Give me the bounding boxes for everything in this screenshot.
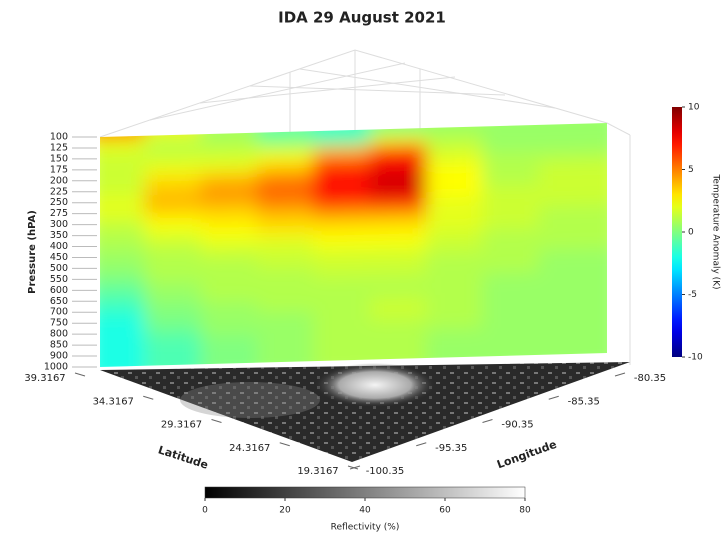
reflectivity-colorbar [205,487,525,498]
colorbar-tick-label: 0 [688,228,694,238]
latitude-tick-label: 39.3167 [24,373,65,384]
z-tick-label: 150 [50,153,68,164]
z-tick-label: 275 [50,208,68,219]
z-tick-label: 200 [50,175,68,186]
latitude-tick-label: 29.3167 [161,420,202,431]
longitude-tick [615,373,625,376]
z-tick-label: 800 [50,329,68,340]
z-tick-label: 350 [50,230,68,241]
z-tick-label: 550 [50,274,68,285]
curtain [88,105,619,385]
z-tick-label: 450 [50,252,68,263]
z-tick-label: 900 [50,351,68,362]
z-tick-label: 175 [50,164,68,175]
longitude-title: Longitude [495,438,558,472]
z-tick-label: 225 [50,186,68,197]
colorbar-title: Temperature Anomaly (K) [711,173,721,289]
z-tick-label: 650 [50,296,68,307]
reflectivity-tick-label: 20 [279,506,291,516]
longitude-tick-label: -80.35 [634,373,666,384]
z-axis-title: Pressure (hPA) [27,210,38,294]
z-tick-label: 500 [50,263,68,274]
latitude-tick-label: 24.3167 [229,443,270,454]
z-tick-label: 250 [50,197,68,208]
cells [88,105,619,385]
colorbar-tick-label: 10 [688,103,700,113]
latitude-tick-label: 34.3167 [93,396,134,407]
colorbar-tick-label: -10 [688,353,703,363]
z-tick-label: 1000 [44,362,68,373]
reflectivity-tick-label: 60 [439,506,451,516]
colorbar [672,107,682,357]
longitude-tick [549,396,559,399]
reflectivity-tick-label: 80 [519,506,531,516]
z-tick-label: 300 [50,219,68,230]
z-tick-label: 700 [50,307,68,318]
z-tick-label: 750 [50,318,68,329]
colorbar-tick-label: -5 [688,290,697,300]
chart: IDA 29 August 2021 Pressure (hPA) Latitu… [0,0,723,537]
z-tick-label: 100 [50,132,68,143]
latitude-tick [280,443,290,446]
latitude-tick [143,396,153,399]
chart-title: IDA 29 August 2021 [278,9,446,27]
reflectivity-tick-label: 0 [202,506,208,516]
z-tick-label: 400 [50,241,68,252]
longitude-tick-label: -100.35 [366,466,405,477]
latitude-title: Latitude [156,443,209,471]
z-tick-label: 125 [50,142,68,153]
z-tick-label: 600 [50,285,68,296]
longitude-tick-label: -95.35 [435,443,467,454]
reflectivity-title: Reflectivity (%) [331,523,400,533]
longitude-tick-label: -85.35 [568,396,600,407]
longitude-tick-label: -90.35 [501,420,533,431]
longitude-tick [416,443,426,446]
longitude-tick [483,420,493,423]
colorbar-tick-label: 5 [688,165,694,175]
latitude-tick [212,420,222,423]
reflectivity-tick-label: 40 [359,506,371,516]
z-tick-label: 850 [50,340,68,351]
latitude-tick [75,373,85,376]
latitude-tick-label: 19.3167 [297,466,338,477]
